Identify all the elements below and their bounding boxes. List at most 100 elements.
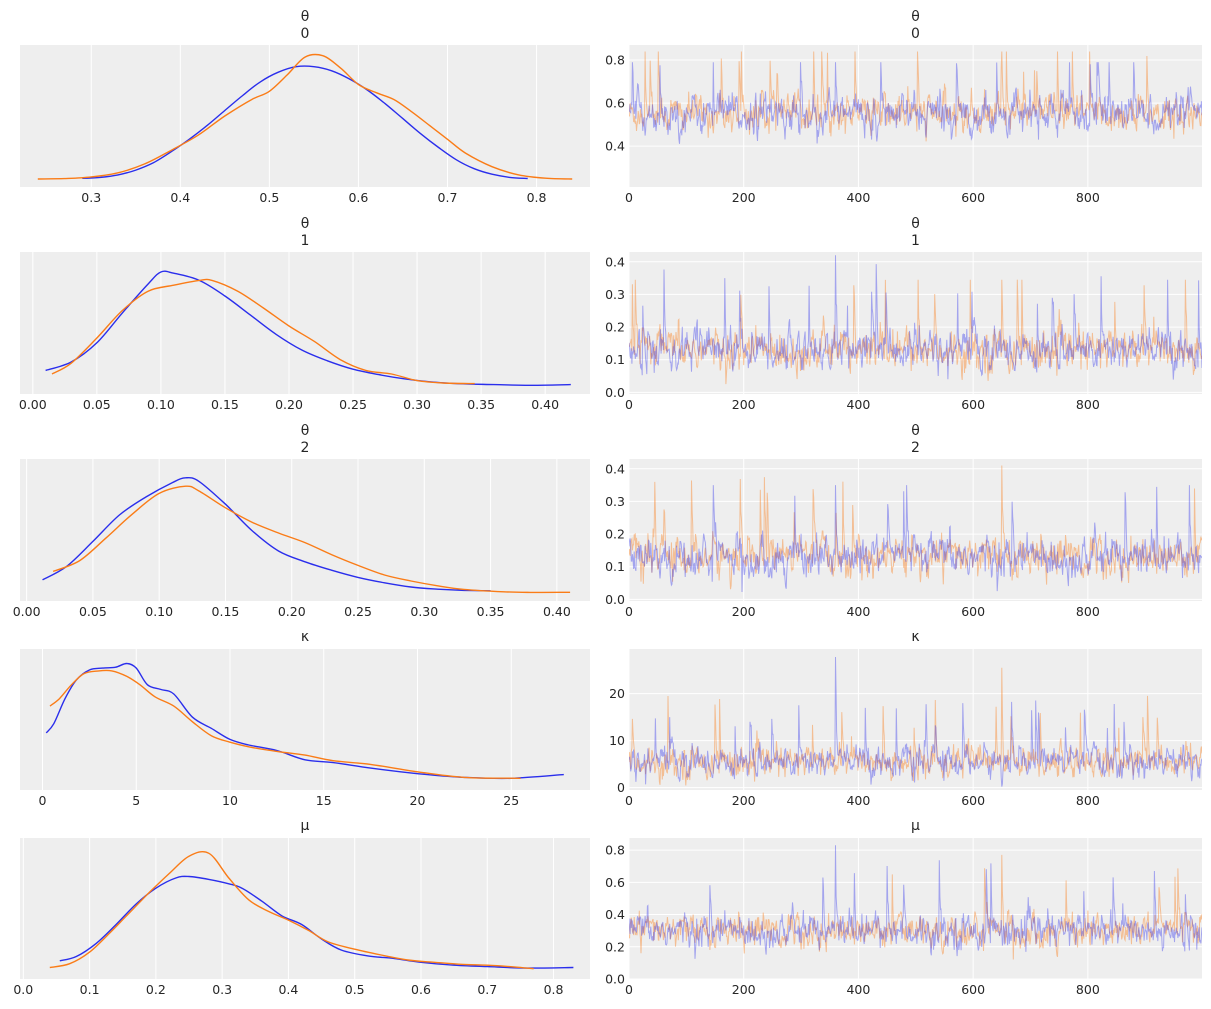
x-tick-label: 0.6 (348, 190, 368, 205)
density-line-chain-1 (52, 485, 571, 594)
density-line-chain-1 (49, 850, 534, 970)
density-line-chain-0 (59, 875, 574, 969)
chart-6-series-group (45, 662, 564, 780)
x-tick-label: 0.40 (531, 397, 559, 412)
chart-title-var: κ (301, 629, 309, 645)
y-tick-label: 0.0 (605, 972, 625, 987)
y-tick-label: 0.8 (605, 843, 625, 858)
chart-2-plot-area (20, 252, 590, 394)
chart-6-plot-area (20, 649, 590, 790)
chart-4-series-group (42, 476, 571, 594)
y-tick-label: 0.6 (605, 96, 625, 111)
trace-line-chain-0 (629, 845, 1202, 959)
x-tick-label: 0.10 (147, 397, 175, 412)
y-tick-label: 10 (609, 733, 625, 748)
chart-2-density: 0.00 0.05 0.10 0.15 0.20 0.25 0.30 0.35 0.40 θ1 (19, 216, 590, 412)
chart-9-plot-area (629, 838, 1202, 979)
x-tick-label: 5 (132, 793, 140, 808)
chart-3-trace: 0 200 400 600 800 0.0 0.1 0.2 0.3 0.4 θ1 (605, 216, 1202, 412)
chart-title-coord: 1 (301, 233, 310, 249)
chart-4-plot-area (20, 459, 590, 601)
trace-line-chain-0 (629, 62, 1202, 144)
chart-8-series-group (49, 850, 574, 970)
x-tick-label: 0.40 (543, 604, 571, 619)
x-tick-label: 0.3 (212, 982, 232, 997)
x-tick-label: 400 (846, 190, 870, 205)
chart-1-plot-area (629, 45, 1202, 187)
x-tick-label: 600 (961, 604, 985, 619)
x-tick-label: 0.10 (145, 604, 173, 619)
y-tick-label: 0.4 (605, 139, 625, 154)
x-tick-label: 200 (732, 190, 756, 205)
chart-title-var: θ (911, 9, 920, 25)
chart-5-plot-area (629, 459, 1202, 601)
trace-line-chain-0 (629, 485, 1202, 593)
x-tick-label: 0.35 (477, 604, 505, 619)
chart-3-plot-area (629, 252, 1202, 394)
chart-5-trace: 0 200 400 600 800 0.0 0.1 0.2 0.3 0.4 θ2 (605, 423, 1202, 619)
chart-8-density: 0.0 0.1 0.2 0.3 0.4 0.5 0.6 0.7 0.8 μ (13, 818, 590, 997)
chart-title-coord: 2 (301, 440, 310, 456)
x-tick-label: 0.5 (345, 982, 365, 997)
y-tick-label: 0.0 (605, 385, 625, 400)
chart-title-var: θ (301, 9, 310, 25)
x-tick-label: 400 (846, 604, 870, 619)
x-tick-label: 400 (846, 397, 870, 412)
trace-line-chain-1 (629, 854, 1202, 960)
chart-3-series-group (629, 255, 1202, 385)
chart-title-var: θ (911, 216, 920, 232)
x-tick-label: 0 (625, 604, 633, 619)
x-tick-label: 0.05 (83, 397, 111, 412)
chart-7-series-group (629, 656, 1202, 787)
chart-8-plot-area (20, 838, 590, 979)
x-tick-label: 0 (625, 190, 633, 205)
x-tick-label: 0.7 (438, 190, 458, 205)
x-tick-label: 0.00 (19, 397, 47, 412)
y-tick-label: 0.4 (605, 254, 625, 269)
x-tick-label: 0.30 (410, 604, 438, 619)
chart-title-var: θ (911, 423, 920, 439)
x-tick-label: 200 (732, 793, 756, 808)
chart-title-var: θ (301, 423, 310, 439)
chart-5-series-group (629, 465, 1202, 593)
chart-title-coord: 0 (911, 26, 920, 42)
chart-title-var: θ (301, 216, 310, 232)
chart-title-coord: 1 (911, 233, 920, 249)
chart-title-var: μ (301, 818, 310, 834)
chart-title-coord: 2 (911, 440, 920, 456)
y-tick-label: 0.2 (605, 939, 625, 954)
x-tick-label: 0 (625, 982, 633, 997)
y-tick-label: 0.1 (605, 352, 625, 367)
chart-title-coord: 0 (301, 26, 310, 42)
y-tick-label: 0.1 (605, 559, 625, 574)
density-line-chain-1 (51, 278, 475, 385)
x-tick-label: 0.4 (278, 982, 298, 997)
y-tick-label: 0.8 (605, 53, 625, 68)
trace-line-chain-1 (629, 51, 1202, 142)
x-tick-label: 600 (961, 793, 985, 808)
y-tick-label: 20 (609, 686, 625, 701)
x-tick-label: 0.35 (467, 397, 495, 412)
chart-7-trace: 0 200 400 600 800 0 10 20 κ (609, 629, 1202, 808)
chart-title-var: μ (911, 818, 920, 834)
x-tick-label: 800 (1076, 982, 1100, 997)
x-tick-label: 0.2 (146, 982, 166, 997)
x-tick-label: 0.8 (527, 190, 547, 205)
density-line-chain-0 (82, 65, 528, 180)
trace-line-chain-1 (629, 465, 1202, 590)
trace-line-chain-1 (629, 279, 1202, 385)
y-tick-label: 0.3 (605, 494, 625, 509)
chart-2-series-group (45, 270, 571, 387)
x-tick-label: 15 (316, 793, 332, 808)
chart-title-var: κ (911, 629, 919, 645)
y-tick-label: 0.2 (605, 320, 625, 335)
x-tick-label: 200 (732, 397, 756, 412)
x-tick-label: 0 (625, 793, 633, 808)
chart-4-density: 0.00 0.05 0.10 0.15 0.20 0.25 0.30 0.35 0.40 θ2 (13, 423, 590, 619)
x-tick-label: 800 (1076, 604, 1100, 619)
x-tick-label: 0.8 (544, 982, 564, 997)
x-tick-label: 0.20 (278, 604, 306, 619)
x-tick-label: 25 (503, 793, 519, 808)
x-tick-label: 0.15 (212, 604, 240, 619)
